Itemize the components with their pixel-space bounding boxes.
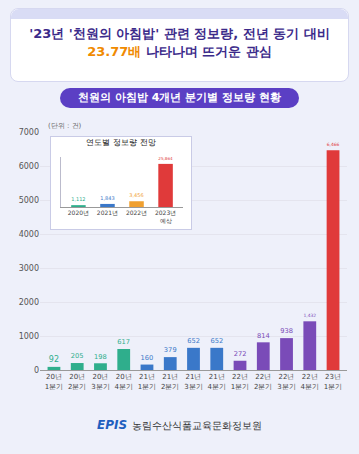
svg-text:272: 272 [234,350,247,358]
svg-text:22년4분기: 22년4분기 [301,373,319,390]
svg-text:652: 652 [187,337,200,345]
svg-text:617: 617 [117,338,130,346]
svg-text:205: 205 [71,352,84,360]
svg-text:연도별 정보량 전망: 연도별 정보량 전망 [86,138,155,147]
svg-text:938: 938 [280,327,293,335]
svg-text:20년4분기: 20년4분기 [114,373,132,390]
svg-text:1,432: 1,432 [303,313,316,318]
svg-text:4000: 4000 [19,230,39,239]
svg-text:814: 814 [257,332,270,340]
svg-text:21년2분기: 21년2분기 [161,373,179,390]
svg-text:23년1분기: 23년1분기 [324,373,342,390]
svg-text:5000: 5000 [19,196,39,205]
svg-text:21년3분기: 21년3분기 [184,373,202,390]
html-text:EPIS: EPIS [96,418,127,432]
svg-text:7000: 7000 [19,128,39,137]
svg-text:22년1분기: 22년1분기 [231,373,249,390]
svg-text:21년4분기: 21년4분기 [208,373,226,390]
svg-text:3,456: 3,456 [129,192,143,198]
svg-text:160: 160 [141,354,154,362]
svg-text:1000: 1000 [19,332,39,341]
svg-text:379: 379 [164,346,177,354]
svg-text:25,864: 25,864 [158,156,173,161]
svg-text:2000: 2000 [19,298,39,307]
svg-text:2022년: 2022년 [126,209,147,216]
svg-text:22년3분기: 22년3분기 [277,373,295,390]
html-text:'23년 '천원의 아침밥' 관련 정보량, 전년 동기 대: '23년 '천원의 아침밥' 관련 정보량, 전년 동기 대비 [29,26,330,41]
html-text:23.77배나타나며 뜨거운 관심: 23.77배나타나며 뜨거운 관심 [87,43,272,59]
svg-text:92: 92 [49,355,59,364]
svg-text:20년3분기: 20년3분기 [91,373,109,390]
svg-text:20년2분기: 20년2분기 [68,373,86,390]
svg-text:3000: 3000 [19,264,39,273]
svg-text:22년2분기: 22년2분기 [254,373,272,390]
svg-text:0: 0 [34,366,39,375]
svg-text:(단위 : 건): (단위 : 건) [48,122,82,130]
svg-text:198: 198 [94,353,107,361]
svg-text:6000: 6000 [19,162,39,171]
html-text:천원의 아침밥 4개년 분기별 정보량 현황: 천원의 아침밥 4개년 분기별 정보량 현황 [78,91,281,104]
svg-text:2023년예상: 2023년예상 [155,209,176,224]
svg-text:1,843: 1,843 [100,195,114,201]
svg-text:20년1분기: 20년1분기 [45,373,63,390]
svg-text:2020년: 2020년 [68,209,89,216]
svg-text:2021년: 2021년 [97,209,118,216]
html-text:농림수산식품교육문화정보원: 농림수산식품교육문화정보원 [132,420,262,431]
svg-text:21년1분기: 21년1분기 [138,373,156,390]
svg-text:1,112: 1,112 [71,196,85,202]
svg-text:652: 652 [210,337,223,345]
svg-text:6,466: 6,466 [327,142,340,147]
